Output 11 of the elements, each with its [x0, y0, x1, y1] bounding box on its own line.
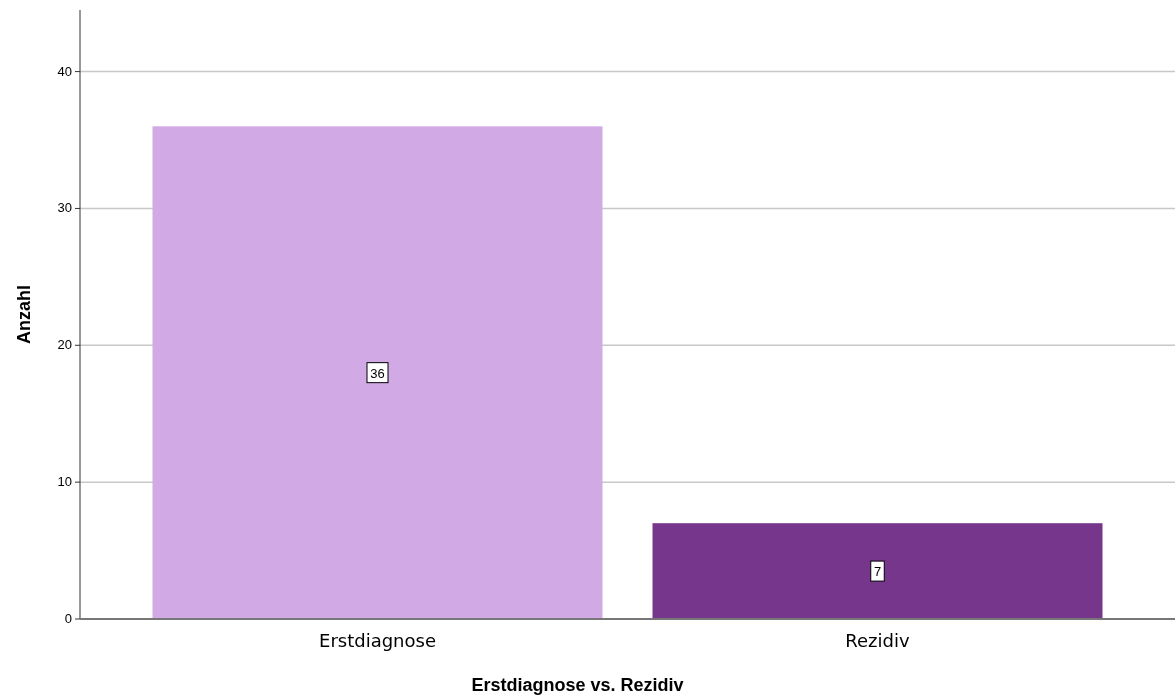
data-label: 7: [873, 564, 882, 580]
y-tick-label: 10: [57, 474, 72, 490]
data-label: 36: [370, 365, 385, 381]
x-tick-label: Erstdiagnose: [319, 630, 436, 651]
y-tick-label: 30: [57, 200, 72, 216]
y-tick-label: 40: [57, 63, 72, 79]
y-tick-label: 20: [57, 337, 72, 353]
x-axis-title: Erstdiagnose vs. Rezidiv: [471, 675, 684, 695]
y-axis-title: Anzahl: [14, 284, 34, 345]
y-tick-label: 0: [64, 611, 72, 626]
x-tick-label: Rezidiv: [845, 630, 910, 651]
